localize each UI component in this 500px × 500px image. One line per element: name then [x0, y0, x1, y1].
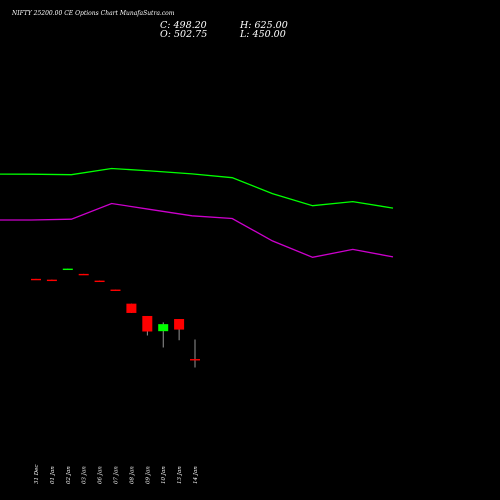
candle-body — [174, 319, 185, 330]
upper-band-line — [0, 167, 394, 209]
x-tick-label: 09 Jan — [145, 466, 151, 484]
x-tick-label: 14 Jan — [193, 466, 199, 484]
candle-body — [31, 278, 41, 281]
candles-layer — [31, 268, 200, 368]
candle-body — [94, 280, 105, 283]
candle-body — [62, 268, 73, 271]
x-axis-ticks: 31 Dec 01 Jan 02 Jan 03 Jan 06 Jan 07 Jan 08 J… — [34, 465, 199, 485]
candle-body — [78, 273, 89, 276]
candle-body — [110, 289, 121, 291]
x-tick-label: 13 Jan — [177, 466, 183, 484]
low-value: L: 450.00 — [240, 29, 286, 40]
candle-body — [158, 324, 169, 332]
chart-title: NIFTY 25200.00 CE Options Chart Munafa​S… — [12, 10, 175, 17]
candle-body — [126, 303, 137, 313]
x-tick-label: 02 Jan — [66, 466, 72, 484]
candle-body — [142, 315, 153, 332]
x-tick-label: 31 Dec — [34, 465, 40, 485]
open-value: O: 502.75 — [160, 29, 208, 40]
high-value: H: 625.00 — [240, 20, 288, 31]
x-tick-label: 10 Jan — [161, 466, 167, 484]
x-tick-label: 08 Jan — [129, 466, 135, 484]
lower-band-line — [0, 202, 394, 258]
x-tick-label: 07 Jan — [114, 466, 120, 484]
candle-body — [46, 279, 57, 282]
candle-body — [190, 359, 200, 361]
x-tick-label: 03 Jan — [82, 466, 88, 484]
x-tick-label: 06 Jan — [98, 466, 104, 484]
bands-layer — [0, 167, 394, 258]
close-value: C: 498.20 — [160, 20, 207, 31]
x-tick-label: 01 Jan — [50, 466, 56, 484]
